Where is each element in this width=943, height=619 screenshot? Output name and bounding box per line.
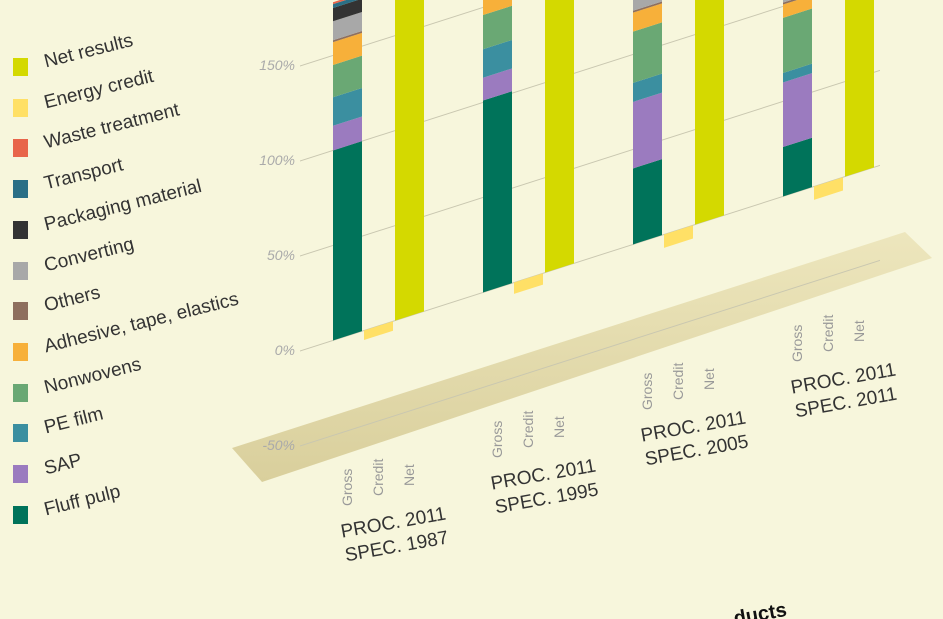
bar-segment	[333, 32, 362, 65]
bar-label: Net	[700, 368, 717, 390]
bar-segment	[333, 141, 362, 341]
bar-segment	[783, 8, 812, 73]
bar-segment	[483, 39, 512, 78]
bar-segment	[333, 30, 362, 43]
bar-label: Credit	[669, 362, 686, 400]
bar-segment	[333, 0, 362, 8]
bar-segment	[333, 55, 362, 98]
bar-segment	[633, 0, 662, 11]
bar-label: Credit	[369, 458, 386, 496]
legend-swatch	[13, 465, 28, 483]
legend-swatch	[13, 261, 28, 280]
bar-segment	[333, 116, 362, 151]
legend-swatch	[13, 302, 28, 321]
bar-segment	[695, 0, 724, 225]
legend-swatch	[13, 98, 28, 117]
y-tick-label: 150%	[259, 57, 295, 73]
bar-segment	[633, 159, 662, 245]
bar-segment	[783, 63, 812, 83]
y-tick-label: -50%	[262, 437, 295, 453]
grid-line	[300, 259, 880, 447]
bar-label: Gross	[488, 420, 505, 458]
bar-segment	[664, 225, 693, 248]
legend-swatch	[13, 342, 28, 361]
bar-label: Gross	[338, 468, 355, 506]
bar-label: Net	[850, 320, 867, 342]
bar-segment	[783, 137, 812, 197]
bar-segment	[333, 0, 362, 22]
bar-segment	[633, 22, 662, 83]
bar-segment	[514, 273, 543, 294]
legend-swatch	[13, 383, 28, 402]
bar-segment	[783, 0, 812, 5]
floor	[232, 232, 932, 482]
y-tick-label: 0%	[274, 342, 295, 358]
bar-segment	[483, 5, 512, 50]
legend-swatch	[13, 424, 28, 443]
legend-swatch	[13, 220, 28, 239]
bar-segment	[633, 1, 662, 13]
bar-segment	[633, 92, 662, 169]
bar-label: Credit	[519, 410, 536, 448]
bar-label: Gross	[788, 324, 805, 362]
bar-segment	[333, 0, 362, 5]
bar-segment	[783, 73, 812, 148]
bar-segment	[633, 73, 662, 102]
bar-segment	[814, 177, 843, 200]
bar-segment	[845, 0, 874, 177]
bar-segment	[483, 91, 512, 293]
legend-swatch	[13, 58, 28, 76]
bar-segment	[483, 68, 512, 101]
legend-swatch	[13, 180, 28, 199]
bar-segment	[783, 0, 812, 18]
y-tick-label: 100%	[259, 152, 295, 168]
bar-segment	[633, 3, 662, 32]
bar-label: Net	[550, 416, 567, 438]
bar-segment	[545, 0, 574, 273]
bar-segment	[333, 11, 362, 41]
bar-segment	[395, 0, 424, 321]
bar-label: Net	[400, 464, 417, 486]
skewed-plot	[300, 0, 880, 447]
bar-segment	[333, 87, 362, 126]
footer: ducts	[732, 599, 788, 619]
bar-segment	[483, 0, 512, 16]
bar-label: Gross	[638, 372, 655, 410]
bar-label: Credit	[819, 314, 836, 352]
legend-swatch	[13, 505, 28, 524]
y-tick-label: 50%	[266, 247, 295, 263]
bar-segment	[364, 321, 393, 341]
legend-swatch	[13, 139, 28, 158]
